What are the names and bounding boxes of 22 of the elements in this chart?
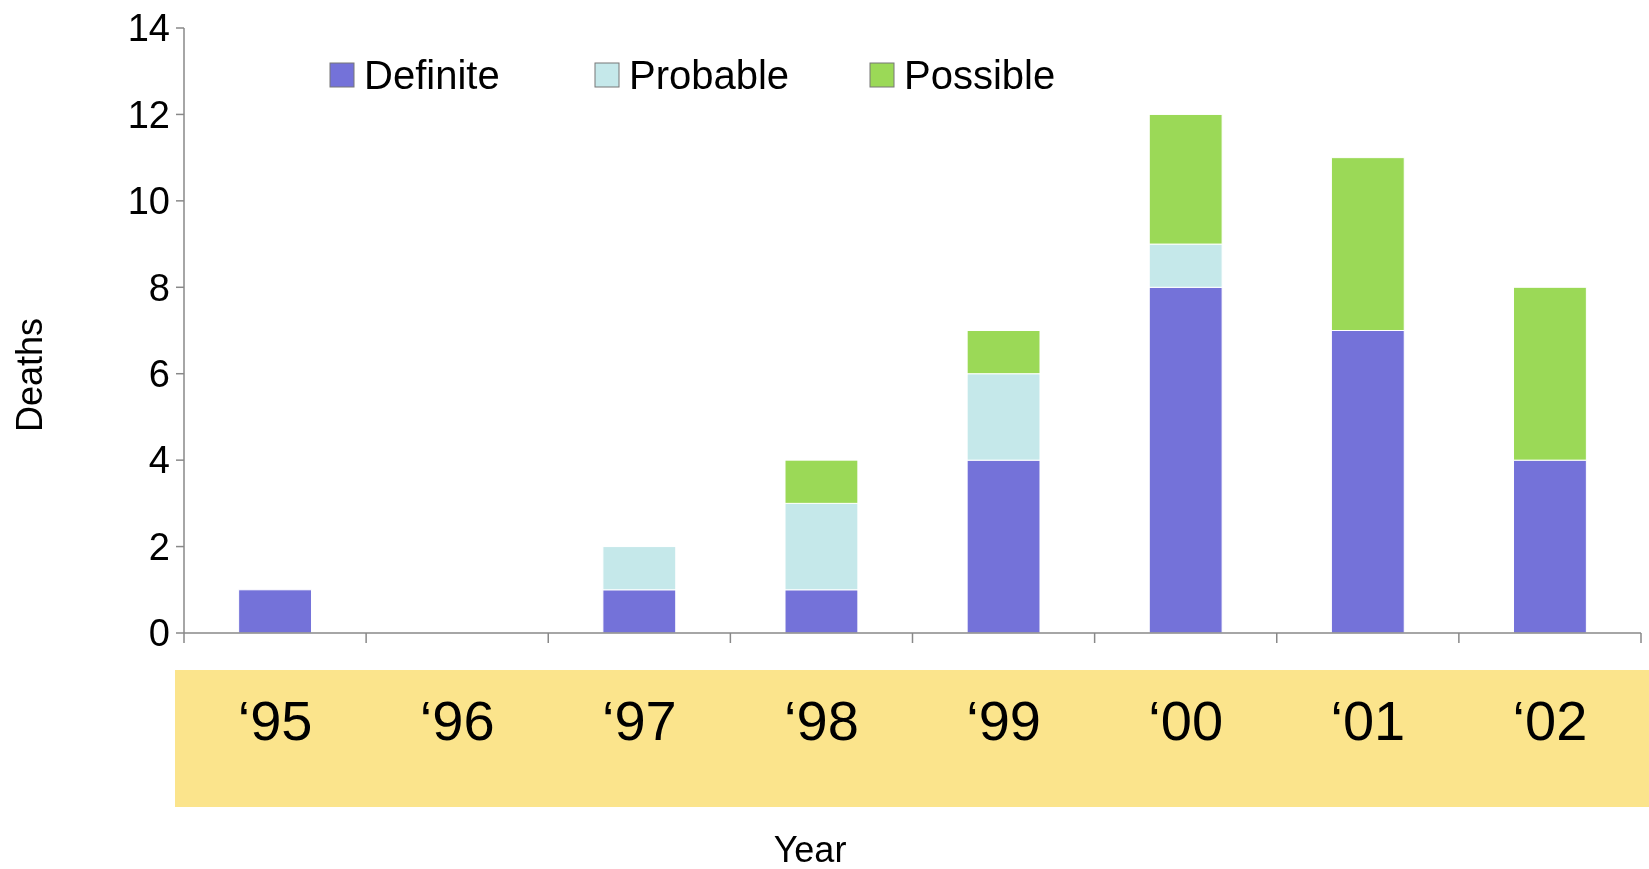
y-tick-label: 14 (127, 7, 170, 50)
y-tick-label: 6 (148, 353, 170, 396)
x-tick-label: ‘99 (966, 689, 1041, 752)
bar (238, 589, 312, 634)
legend-label: Definite (364, 53, 500, 97)
x-tick-label: ‘98 (784, 689, 859, 752)
x-tick-label: ‘97 (601, 689, 677, 752)
x-tick-label: ‘01 (1330, 689, 1406, 752)
x-tick-label: ‘00 (1148, 689, 1224, 752)
x-tick-label: ‘02 (1512, 689, 1588, 752)
x-axis-title: Year (773, 829, 847, 869)
y-tick-label: 2 (148, 525, 170, 568)
x-tick-label: ‘95 (237, 689, 313, 752)
x-tick-label: ‘96 (419, 689, 495, 752)
y-tick-label: 8 (148, 266, 170, 309)
legend-label: Probable (629, 53, 790, 97)
y-tick-label: 12 (127, 93, 170, 136)
y-axis-title: Deaths (9, 317, 50, 433)
legend-label: Possible (904, 53, 1056, 97)
y-tick-label: 4 (148, 439, 170, 482)
y-tick-label: 0 (148, 612, 170, 655)
y-tick-label: 10 (127, 180, 170, 223)
